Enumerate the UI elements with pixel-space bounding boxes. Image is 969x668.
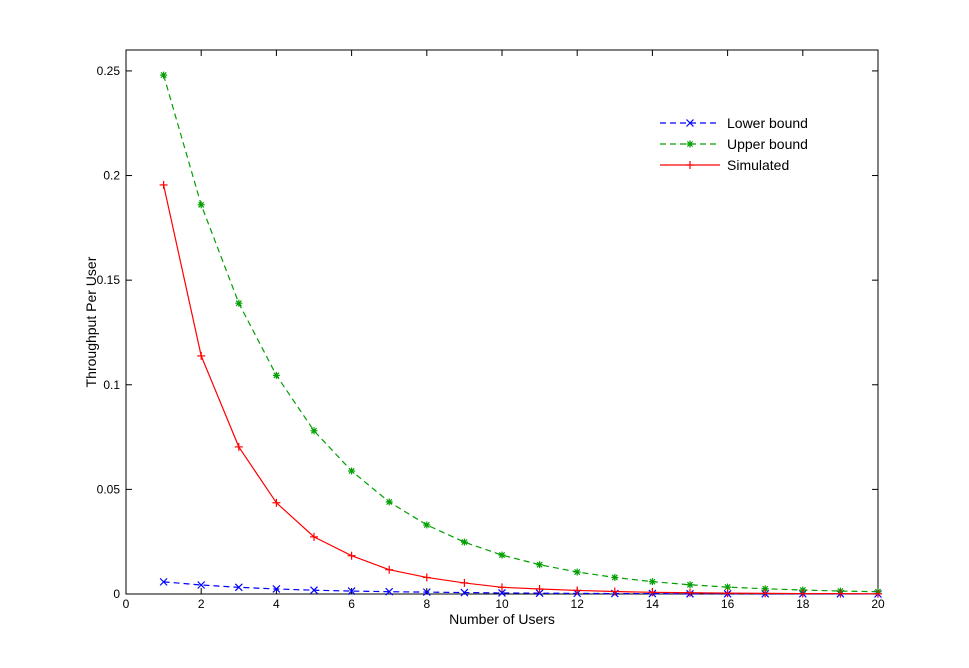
data-point	[347, 551, 356, 560]
data-point	[310, 532, 318, 541]
legend-item-lower-bound: Lower bound	[660, 115, 808, 131]
data-point	[423, 521, 431, 529]
data-point	[573, 586, 582, 595]
y-tick-label: 0.05	[97, 482, 121, 496]
data-point	[234, 583, 243, 592]
data-point	[874, 589, 882, 598]
y-axis-label: Throughput Per User	[83, 256, 99, 387]
data-point	[197, 581, 206, 589]
series-simulated	[159, 180, 882, 598]
data-point	[348, 467, 356, 475]
y-tick-labels: 0 0.05 0.1 0.15 0.2 0.25	[97, 64, 121, 601]
data-point	[272, 585, 281, 593]
legend-item-upper-bound: Upper bound	[660, 136, 808, 152]
data-point	[272, 371, 280, 379]
x-tick-labels: 0 2 4 6 8 10 12 14 16 18 20	[123, 597, 885, 611]
x-tick-label: 4	[273, 597, 280, 611]
data-point	[159, 577, 168, 586]
data-point	[422, 588, 431, 597]
x-tick-label: 10	[495, 597, 509, 611]
data-point	[798, 589, 807, 598]
legend-label: Lower bound	[727, 115, 808, 131]
data-point	[385, 587, 394, 596]
data-point	[498, 583, 506, 592]
data-point	[310, 586, 318, 595]
x-tick-label: 2	[198, 597, 205, 611]
legend-item-simulated: Simulated	[660, 157, 789, 173]
x-tick-label: 8	[423, 597, 430, 611]
data-point	[723, 589, 732, 598]
data-point	[272, 498, 281, 507]
data-point	[573, 568, 581, 576]
legend-label: Simulated	[727, 157, 789, 173]
data-point	[611, 573, 619, 581]
y-tick-label: 0.2	[103, 169, 120, 183]
data-point	[686, 161, 694, 169]
x-tick-label: 0	[123, 597, 130, 611]
data-point	[160, 71, 168, 79]
data-point	[610, 587, 619, 596]
data-point	[234, 442, 243, 451]
data-point	[686, 140, 694, 148]
x-tick-label: 12	[571, 597, 585, 611]
data-point	[648, 578, 656, 586]
data-point	[197, 351, 206, 360]
data-point	[385, 498, 393, 506]
data-point	[498, 589, 506, 597]
x-tick-label: 20	[871, 597, 885, 611]
data-point	[686, 119, 694, 127]
x-axis-label: Number of Users	[449, 611, 555, 627]
data-point	[761, 589, 770, 598]
data-point	[498, 551, 506, 559]
x-tick-label: 16	[721, 597, 735, 611]
data-point	[422, 573, 431, 582]
y-tick-label: 0	[113, 587, 120, 601]
y-tick-label: 0.25	[97, 64, 121, 78]
data-point	[460, 578, 469, 587]
y-tick-label: 0.15	[97, 273, 121, 287]
data-point	[310, 427, 318, 435]
data-point	[686, 581, 694, 589]
y-tick-label: 0.1	[103, 378, 120, 392]
data-point	[460, 538, 468, 546]
x-tick-label: 14	[646, 597, 660, 611]
data-point	[535, 589, 544, 598]
data-point	[347, 587, 356, 595]
data-point	[197, 201, 205, 209]
data-point	[648, 588, 657, 597]
x-tick-label: 18	[796, 597, 810, 611]
x-tick-label: 6	[348, 597, 355, 611]
data-point	[536, 561, 544, 569]
data-point	[836, 589, 845, 598]
data-point	[460, 588, 469, 597]
series-line-simulated	[163, 184, 879, 595]
data-point	[235, 299, 243, 307]
data-point	[385, 565, 394, 574]
series-line-upper-bound	[163, 74, 879, 593]
legend-label: Upper bound	[727, 136, 808, 152]
series-layer	[159, 71, 882, 598]
data-point	[686, 588, 694, 597]
legend: Lower bound Upper bound Simulated	[660, 115, 808, 173]
plot-area	[125, 49, 879, 595]
data-point	[159, 180, 168, 189]
data-point	[535, 584, 544, 593]
